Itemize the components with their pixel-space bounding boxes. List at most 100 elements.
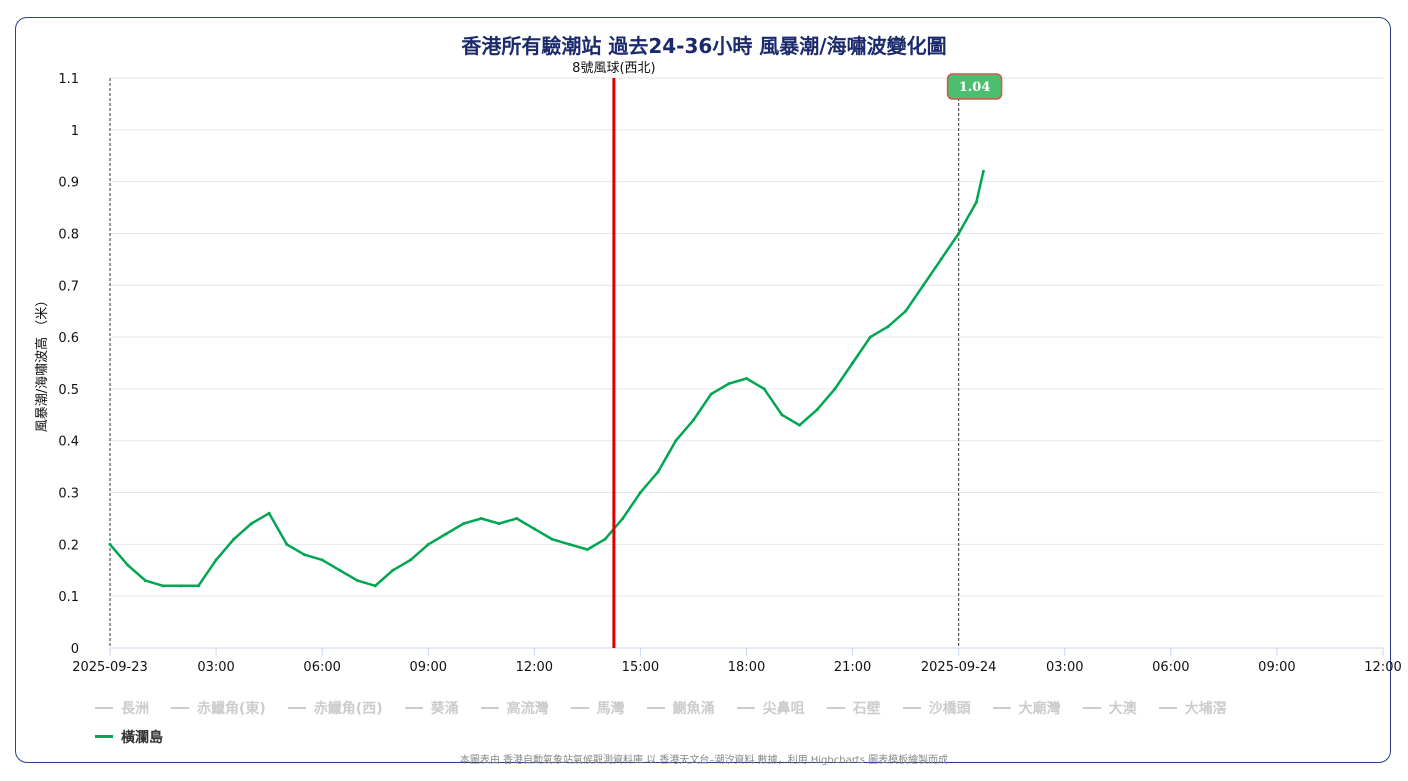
data-point	[798, 423, 802, 427]
data-point	[851, 361, 855, 365]
x-tick-label: 18:00	[728, 660, 765, 675]
legend-label: 鰂魚涌	[672, 701, 715, 717]
data-point	[904, 309, 908, 313]
data-point	[550, 537, 554, 541]
y-tick-label: 1.1	[58, 72, 79, 87]
legend-swatch	[1082, 707, 1101, 709]
data-point	[179, 584, 183, 588]
x-tick-label: 21:00	[834, 660, 871, 675]
data-point	[338, 568, 342, 572]
legend-label: 葵涌	[430, 701, 459, 717]
data-point	[939, 257, 943, 261]
data-point	[267, 511, 271, 515]
data-point	[515, 516, 519, 520]
legend-label: 高流灣	[506, 701, 549, 717]
x-tick-label: 06:00	[1152, 660, 1189, 675]
legend-item[interactable]: 橫瀾島	[95, 727, 163, 747]
data-point	[356, 579, 360, 583]
data-point	[762, 387, 766, 391]
chart-frame	[15, 17, 1391, 763]
legend-swatch	[480, 707, 499, 709]
y-tick-label: 0.1	[58, 590, 79, 605]
legend-item[interactable]: 鰂魚涌	[646, 698, 715, 718]
data-point	[426, 542, 430, 546]
x-tick-label: 03:00	[197, 660, 234, 675]
legend-swatch	[95, 707, 113, 709]
legend-item[interactable]: 大埔滘	[1158, 698, 1227, 718]
data-point	[603, 537, 607, 541]
data-point	[444, 532, 448, 536]
data-point	[462, 522, 466, 526]
data-point	[285, 542, 289, 546]
legend-item[interactable]: 長洲	[95, 698, 149, 718]
data-point	[196, 584, 200, 588]
legend-label: 橫瀾島	[121, 729, 163, 746]
legend-item[interactable]: 沙橋頭	[902, 698, 971, 718]
max-value-label: 1.04	[959, 80, 991, 95]
x-tick-label: 09:00	[1258, 660, 1295, 675]
data-point	[868, 335, 872, 339]
x-tick-label: 06:00	[303, 660, 340, 675]
legend-item[interactable]: 赤鱲角(東)	[171, 698, 266, 718]
legend-item[interactable]: 大廟灣	[992, 698, 1061, 718]
legend-swatch	[992, 707, 1011, 709]
legend-label: 沙橋頭	[928, 701, 971, 717]
data-point	[373, 584, 377, 588]
x-tick-label: 2025-09-24	[921, 660, 997, 675]
data-point	[320, 558, 324, 562]
legend-swatch	[736, 707, 755, 709]
data-point	[921, 283, 925, 287]
legend-label: 大廟灣	[1018, 701, 1061, 717]
legend-item[interactable]: 高流灣	[480, 698, 549, 718]
legend-swatch	[287, 707, 306, 709]
legend-item[interactable]: 石壁	[826, 698, 881, 718]
data-point	[974, 200, 978, 204]
data-point	[833, 387, 837, 391]
x-tick-label: 09:00	[410, 660, 447, 675]
x-tick-label: 12:00	[516, 660, 553, 675]
legend-swatch	[902, 707, 921, 709]
data-point	[621, 516, 625, 520]
data-point	[214, 558, 218, 562]
legend-item[interactable]: 大澳	[1082, 698, 1137, 718]
legend-swatch	[95, 735, 113, 738]
y-tick-label: 0.3	[58, 487, 79, 502]
x-tick-label: 03:00	[1046, 660, 1083, 675]
data-point	[638, 491, 642, 495]
y-tick-label: 0.4	[58, 435, 79, 450]
legend-item[interactable]: 尖鼻咀	[736, 698, 805, 718]
y-tick-label: 0.7	[58, 279, 79, 294]
legend-item[interactable]: 葵涌	[404, 698, 459, 718]
data-point	[143, 579, 147, 583]
y-tick-label: 1	[71, 124, 79, 139]
data-point	[886, 325, 890, 329]
data-point	[108, 542, 112, 546]
data-point	[497, 522, 501, 526]
data-point	[161, 584, 165, 588]
data-point	[585, 548, 589, 552]
chart-title: 香港所有驗潮站 過去24-36小時 風暴潮/海嘯波變化圖	[461, 34, 947, 58]
data-point	[479, 516, 483, 520]
y-tick-label: 0.9	[58, 176, 79, 191]
legend-label: 石壁	[852, 701, 881, 717]
legend-label: 大埔滘	[1184, 701, 1227, 717]
legend-item[interactable]: 馬灣	[570, 698, 625, 718]
legend-label: 赤鱲角(西)	[313, 701, 383, 717]
legend-swatch	[570, 707, 589, 709]
data-point	[709, 392, 713, 396]
signal-plot-label: 8號風球(西北)	[572, 61, 655, 76]
y-axis-title: 風暴潮/海嘯波高 （米）	[34, 294, 50, 433]
legend-label: 尖鼻咀	[762, 701, 805, 717]
data-point	[780, 413, 784, 417]
data-point	[727, 382, 731, 386]
data-point	[815, 408, 819, 412]
chart-plot: 0 0.1 0.2 0.3 0.4 0.5 0.6 0.7 0.8 0.9 1 1.1 2025-09-…	[34, 61, 1402, 675]
max-value-badge	[946, 73, 1003, 100]
chart-legend: 長洲 赤鱲角(東) 赤鱲角(西) 葵涌 高流灣 馬灣 鰂魚涌 尖鼻咀 石壁 沙橋頭 大廟灣 大澳 大埔滘…	[95, 697, 1375, 755]
data-point	[302, 553, 306, 557]
data-point	[981, 169, 985, 173]
legend-item[interactable]: 赤鱲角(西)	[287, 698, 383, 718]
legend-label: 赤鱲角(東)	[197, 701, 266, 717]
y-tick-label: 0.8	[58, 227, 79, 242]
data-point	[745, 377, 748, 381]
